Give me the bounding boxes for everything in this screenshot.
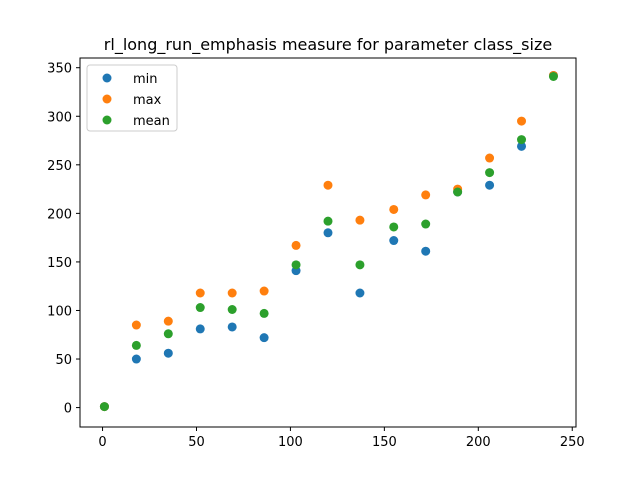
- axes: 0 50 100 150 200 250 0 50 100 150 200 250 300 350: [47, 57, 585, 450]
- data-point-min: [485, 180, 495, 190]
- data-point-mean: [453, 187, 463, 197]
- data-point-min: [517, 141, 527, 151]
- data-point-min: [355, 288, 365, 298]
- data-point-mean: [99, 402, 109, 412]
- data-point-max: [355, 215, 365, 225]
- legend-label-min: min: [133, 72, 158, 87]
- data-point-min: [259, 333, 269, 343]
- data-point-mean: [517, 135, 527, 145]
- data-point-max: [389, 204, 399, 214]
- x-tick-label: 200: [466, 435, 491, 450]
- x-tick-label: 0: [98, 435, 106, 450]
- chart-title: rl_long_run_emphasis measure for paramet…: [104, 35, 552, 55]
- data-point-mean: [485, 168, 495, 178]
- data-point-min: [421, 246, 431, 256]
- data-point-max: [421, 190, 431, 200]
- data-point-max: [195, 288, 205, 298]
- plot-frame: [79, 57, 577, 428]
- data-point-mean: [389, 222, 399, 232]
- data-point-max: [227, 288, 237, 298]
- data-point-max: [323, 180, 333, 190]
- data-point-mean: [421, 219, 431, 229]
- x-tick-label: 100: [278, 435, 303, 450]
- legend-marker-max: [102, 94, 112, 104]
- data-point-min: [227, 322, 237, 332]
- data-point-mean: [227, 305, 237, 315]
- data-point-min: [163, 348, 173, 358]
- data-point-max: [163, 316, 173, 326]
- y-tick-label: 50: [55, 353, 72, 368]
- y-tick-label: 250: [47, 159, 72, 174]
- y-tick-label: 350: [47, 62, 72, 77]
- y-tick-label: 150: [47, 256, 72, 271]
- data-point-max: [259, 286, 269, 296]
- data-point-mean: [163, 329, 173, 339]
- data-points: [99, 70, 558, 412]
- data-point-mean: [195, 303, 205, 313]
- y-tick-label: 0: [64, 402, 72, 417]
- data-point-mean: [291, 260, 301, 270]
- data-point-min: [389, 236, 399, 246]
- data-point-max: [131, 320, 141, 330]
- legend: min max mean: [86, 64, 178, 132]
- legend-marker-min: [102, 73, 112, 83]
- x-tick-label: 50: [188, 435, 205, 450]
- x-tick-label: 250: [560, 435, 585, 450]
- data-point-mean: [548, 71, 558, 81]
- data-point-mean: [355, 260, 365, 270]
- data-point-max: [291, 240, 301, 250]
- data-point-min: [323, 228, 333, 238]
- y-tick-label: 200: [47, 207, 72, 222]
- legend-marker-mean: [102, 115, 112, 125]
- legend-label-mean: mean: [133, 114, 170, 129]
- data-point-min: [131, 354, 141, 364]
- data-point-mean: [323, 216, 333, 226]
- data-point-max: [485, 153, 495, 163]
- y-tick-label: 300: [47, 110, 72, 125]
- data-point-mean: [131, 340, 141, 350]
- data-point-max: [517, 116, 527, 126]
- series-mean: [99, 71, 558, 412]
- x-tick-label: 150: [372, 435, 397, 450]
- legend-label-max: max: [133, 93, 162, 108]
- data-point-mean: [259, 308, 269, 318]
- data-point-min: [195, 324, 205, 334]
- y-tick-label: 100: [47, 304, 72, 319]
